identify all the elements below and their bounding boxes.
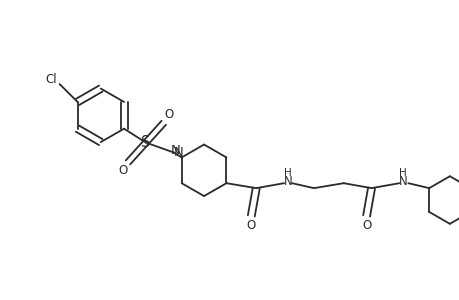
Text: O: O — [246, 219, 255, 232]
Text: H: H — [284, 168, 291, 178]
Text: O: O — [164, 108, 173, 121]
Text: O: O — [118, 164, 128, 177]
Text: N: N — [174, 146, 183, 159]
Text: H: H — [398, 168, 406, 178]
Text: O: O — [361, 219, 370, 232]
Text: N: N — [283, 175, 292, 188]
Text: S: S — [141, 135, 150, 150]
Text: N: N — [170, 144, 180, 157]
Text: Cl: Cl — [45, 73, 56, 86]
Text: N: N — [398, 175, 407, 188]
